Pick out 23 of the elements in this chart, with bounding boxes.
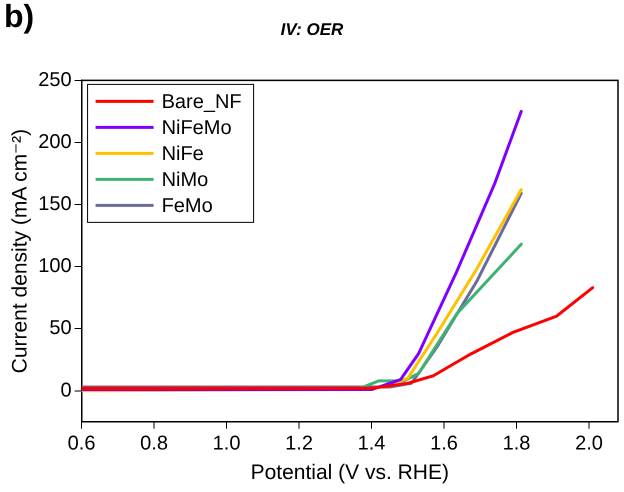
y-tick-label: 0 [60, 379, 72, 402]
y-tick-label: 250 [38, 68, 72, 91]
y-tick-label: 150 [38, 193, 72, 216]
legend-label: NiFeMo [162, 116, 232, 139]
x-tick-label: 1.2 [285, 432, 313, 454]
x-axis-title: Potential (V vs. RHE) [250, 461, 449, 484]
x-tick-label: 1.0 [212, 432, 240, 454]
chart-title: IV: OER [280, 20, 344, 39]
y-axis-title: Current density (mA cm⁻²) [8, 128, 32, 374]
text: b) [4, 0, 34, 34]
x-tick-label: 2.0 [575, 432, 603, 454]
legend-label: Bare_NF [162, 90, 242, 113]
y-tick-label: 100 [38, 255, 72, 278]
y-tick-label: 200 [38, 130, 72, 153]
legend-label: NiFe [162, 142, 204, 165]
y-tick-label: 50 [49, 317, 72, 340]
legend-label: FeMo [162, 194, 213, 217]
x-tick-label: 1.6 [430, 432, 458, 454]
legend-label: NiMo [162, 168, 208, 191]
x-tick-label: 0.8 [140, 432, 168, 454]
x-tick-label: 0.6 [68, 432, 96, 454]
x-tick-label: 1.8 [502, 432, 530, 454]
x-tick-label: 1.4 [358, 432, 386, 454]
